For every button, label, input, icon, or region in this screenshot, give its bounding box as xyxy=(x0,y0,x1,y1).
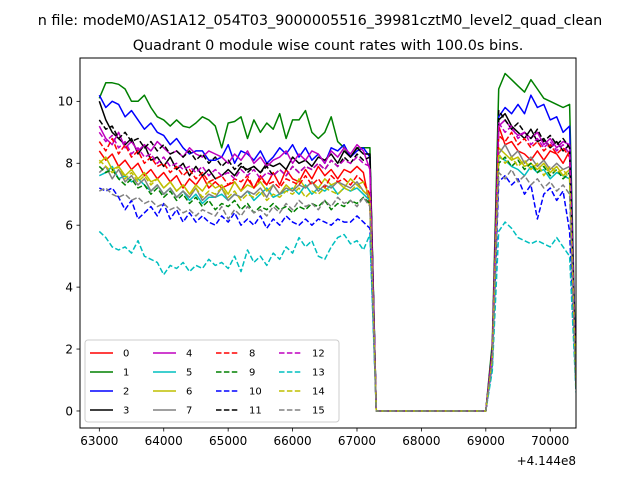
series-line-15 xyxy=(98,168,576,412)
legend-label-14: 14 xyxy=(312,387,325,398)
x-tick-label: 68000 xyxy=(402,434,440,448)
y-tick-label: 2 xyxy=(65,342,73,356)
x-tick-label: 64000 xyxy=(145,434,183,448)
axes-ticks: 63000 64000 65000 66000 67000 68000 69000 70000… xyxy=(58,95,570,448)
x-tick-label: 69000 xyxy=(467,434,505,448)
x-tick-label: 63000 xyxy=(80,434,118,448)
legend-label-1: 1 xyxy=(123,368,129,379)
series-line-14 xyxy=(98,153,576,412)
x-tick-label: 65000 xyxy=(209,434,247,448)
x-tick-label: 70000 xyxy=(531,434,569,448)
y-tick-label: 4 xyxy=(65,280,73,294)
y-tick-label: 8 xyxy=(65,157,73,171)
y-tick-label: 0 xyxy=(65,404,73,418)
legend-label-4: 4 xyxy=(186,349,192,360)
legend-box xyxy=(84,339,340,423)
legend-label-2: 2 xyxy=(123,387,129,398)
x-tick-label: 67000 xyxy=(338,434,376,448)
figure-suptitle: n file: modeM0/AS1A12_054T03_9000005516_… xyxy=(38,13,603,29)
legend-label-8: 8 xyxy=(249,349,255,360)
x-tick-label: 66000 xyxy=(273,434,311,448)
legend-label-11: 11 xyxy=(249,406,262,417)
x-offset-label: +4.144e8 xyxy=(517,454,576,468)
legend-label-9: 9 xyxy=(249,368,255,379)
chart-title: Quadrant 0 module wise count rates with … xyxy=(133,38,524,54)
legend-label-15: 15 xyxy=(312,406,325,417)
series-layer xyxy=(98,72,576,412)
series-line-13 xyxy=(98,221,576,412)
legend-label-7: 7 xyxy=(186,406,192,417)
legend-label-3: 3 xyxy=(123,406,129,417)
series-line-10 xyxy=(98,174,576,412)
legend-label-5: 5 xyxy=(186,368,192,379)
y-tick-label: 6 xyxy=(65,218,73,232)
y-tick-label: 10 xyxy=(58,95,73,109)
legend-label-12: 12 xyxy=(312,349,325,360)
legend-label-10: 10 xyxy=(249,387,262,398)
legend-label-6: 6 xyxy=(186,387,192,398)
plot-frame xyxy=(79,57,577,429)
legend-label-13: 13 xyxy=(312,368,325,379)
legend-label-0: 0 xyxy=(123,349,129,360)
